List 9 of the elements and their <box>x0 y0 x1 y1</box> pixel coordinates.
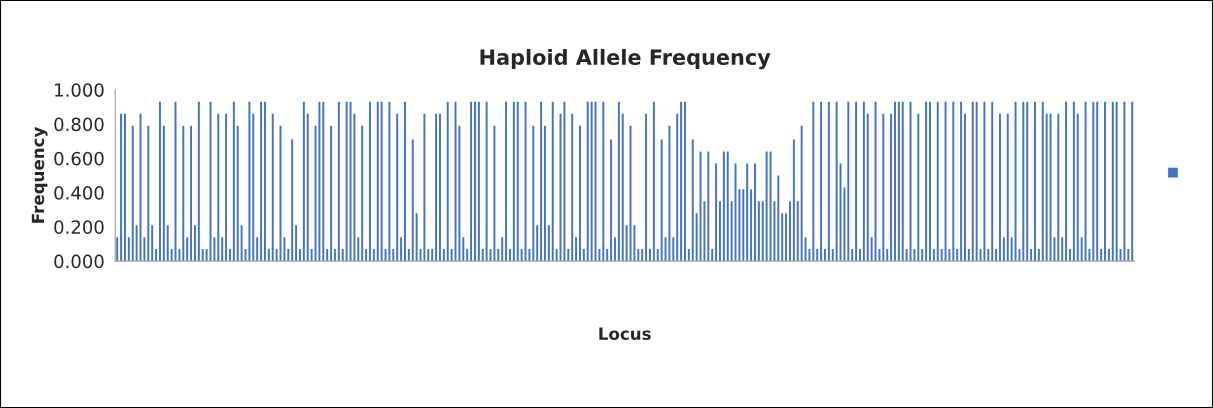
y-tick-label: 1.000 <box>55 83 104 97</box>
y-tick-label: 0.600 <box>54 151 104 166</box>
y-tick-label: 0.800 <box>54 117 104 132</box>
x-axis-title: Locus <box>599 327 651 340</box>
y-tick-label: 0.000 <box>54 254 104 269</box>
y-axis-title: Frequency <box>31 126 48 223</box>
chart-title: Haploid Allele Frequency <box>480 48 771 70</box>
y-tick-label: 0.200 <box>54 220 104 234</box>
y-tick-label: 0.400 <box>54 186 104 200</box>
